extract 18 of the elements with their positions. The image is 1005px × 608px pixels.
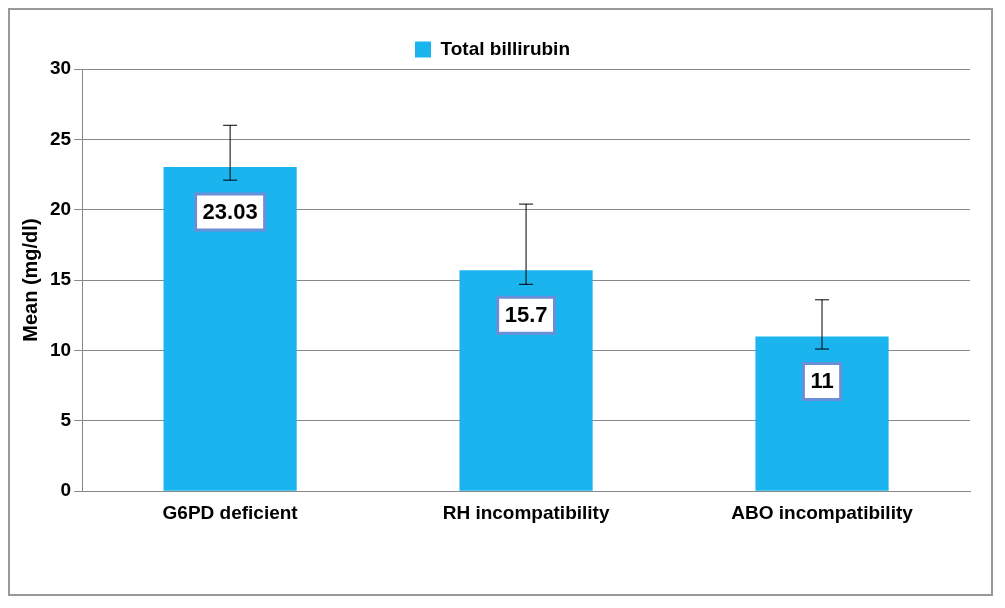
bar bbox=[755, 336, 889, 491]
y-tick-label: 5 bbox=[60, 409, 72, 431]
y-tick-label: 15 bbox=[49, 268, 72, 290]
bar bbox=[163, 167, 297, 491]
y-tick-label: 20 bbox=[49, 197, 72, 219]
legend-label: Total billirubin bbox=[440, 37, 570, 59]
y-axis-title: Mean (mg/dl) bbox=[18, 218, 41, 342]
data-label: 23.03 bbox=[202, 199, 258, 225]
x-tick-label: ABO incompatibility bbox=[731, 501, 914, 523]
y-tick-label: 25 bbox=[49, 127, 72, 149]
data-label: 11 bbox=[810, 368, 834, 394]
x-tick-label: RH incompatibility bbox=[442, 501, 610, 523]
x-tick-label: G6PD deficient bbox=[162, 501, 299, 523]
y-tick-label: 0 bbox=[60, 479, 72, 501]
bar bbox=[459, 270, 593, 491]
y-tick-label: 30 bbox=[49, 57, 72, 79]
y-tick-label: 10 bbox=[49, 338, 72, 360]
data-label: 15.7 bbox=[504, 302, 548, 328]
